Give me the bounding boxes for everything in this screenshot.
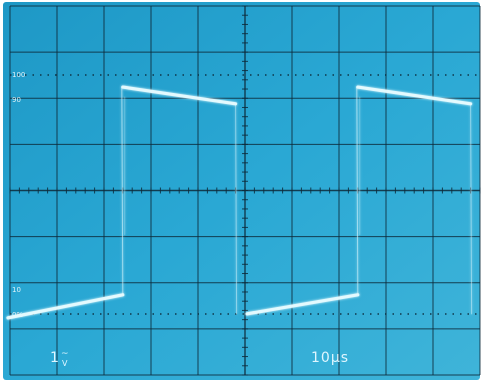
volts-unit-glyph: V (62, 359, 68, 368)
trace-low-segment (245, 293, 360, 316)
trace-high-segment (121, 85, 238, 106)
trace-low-segment (6, 293, 125, 320)
trace-high-segment (356, 85, 473, 106)
trace-falling-edge (235, 103, 238, 315)
graticule (9, 5, 481, 376)
level-label-10: 10 (12, 286, 21, 294)
channel-readout: 1 ~ V (50, 349, 69, 368)
waveform-trace (6, 85, 473, 320)
volts-per-div: 1 (50, 350, 60, 366)
level-label-90: 90 (12, 96, 21, 104)
trace-rising-edge (356, 86, 359, 296)
trace-rising-edge (121, 86, 124, 296)
timebase-readout: 10μs (311, 350, 349, 366)
coupling-glyph: ~ (61, 349, 69, 359)
level-label-100: 100 (12, 71, 25, 79)
trace-falling-edge (470, 103, 473, 315)
